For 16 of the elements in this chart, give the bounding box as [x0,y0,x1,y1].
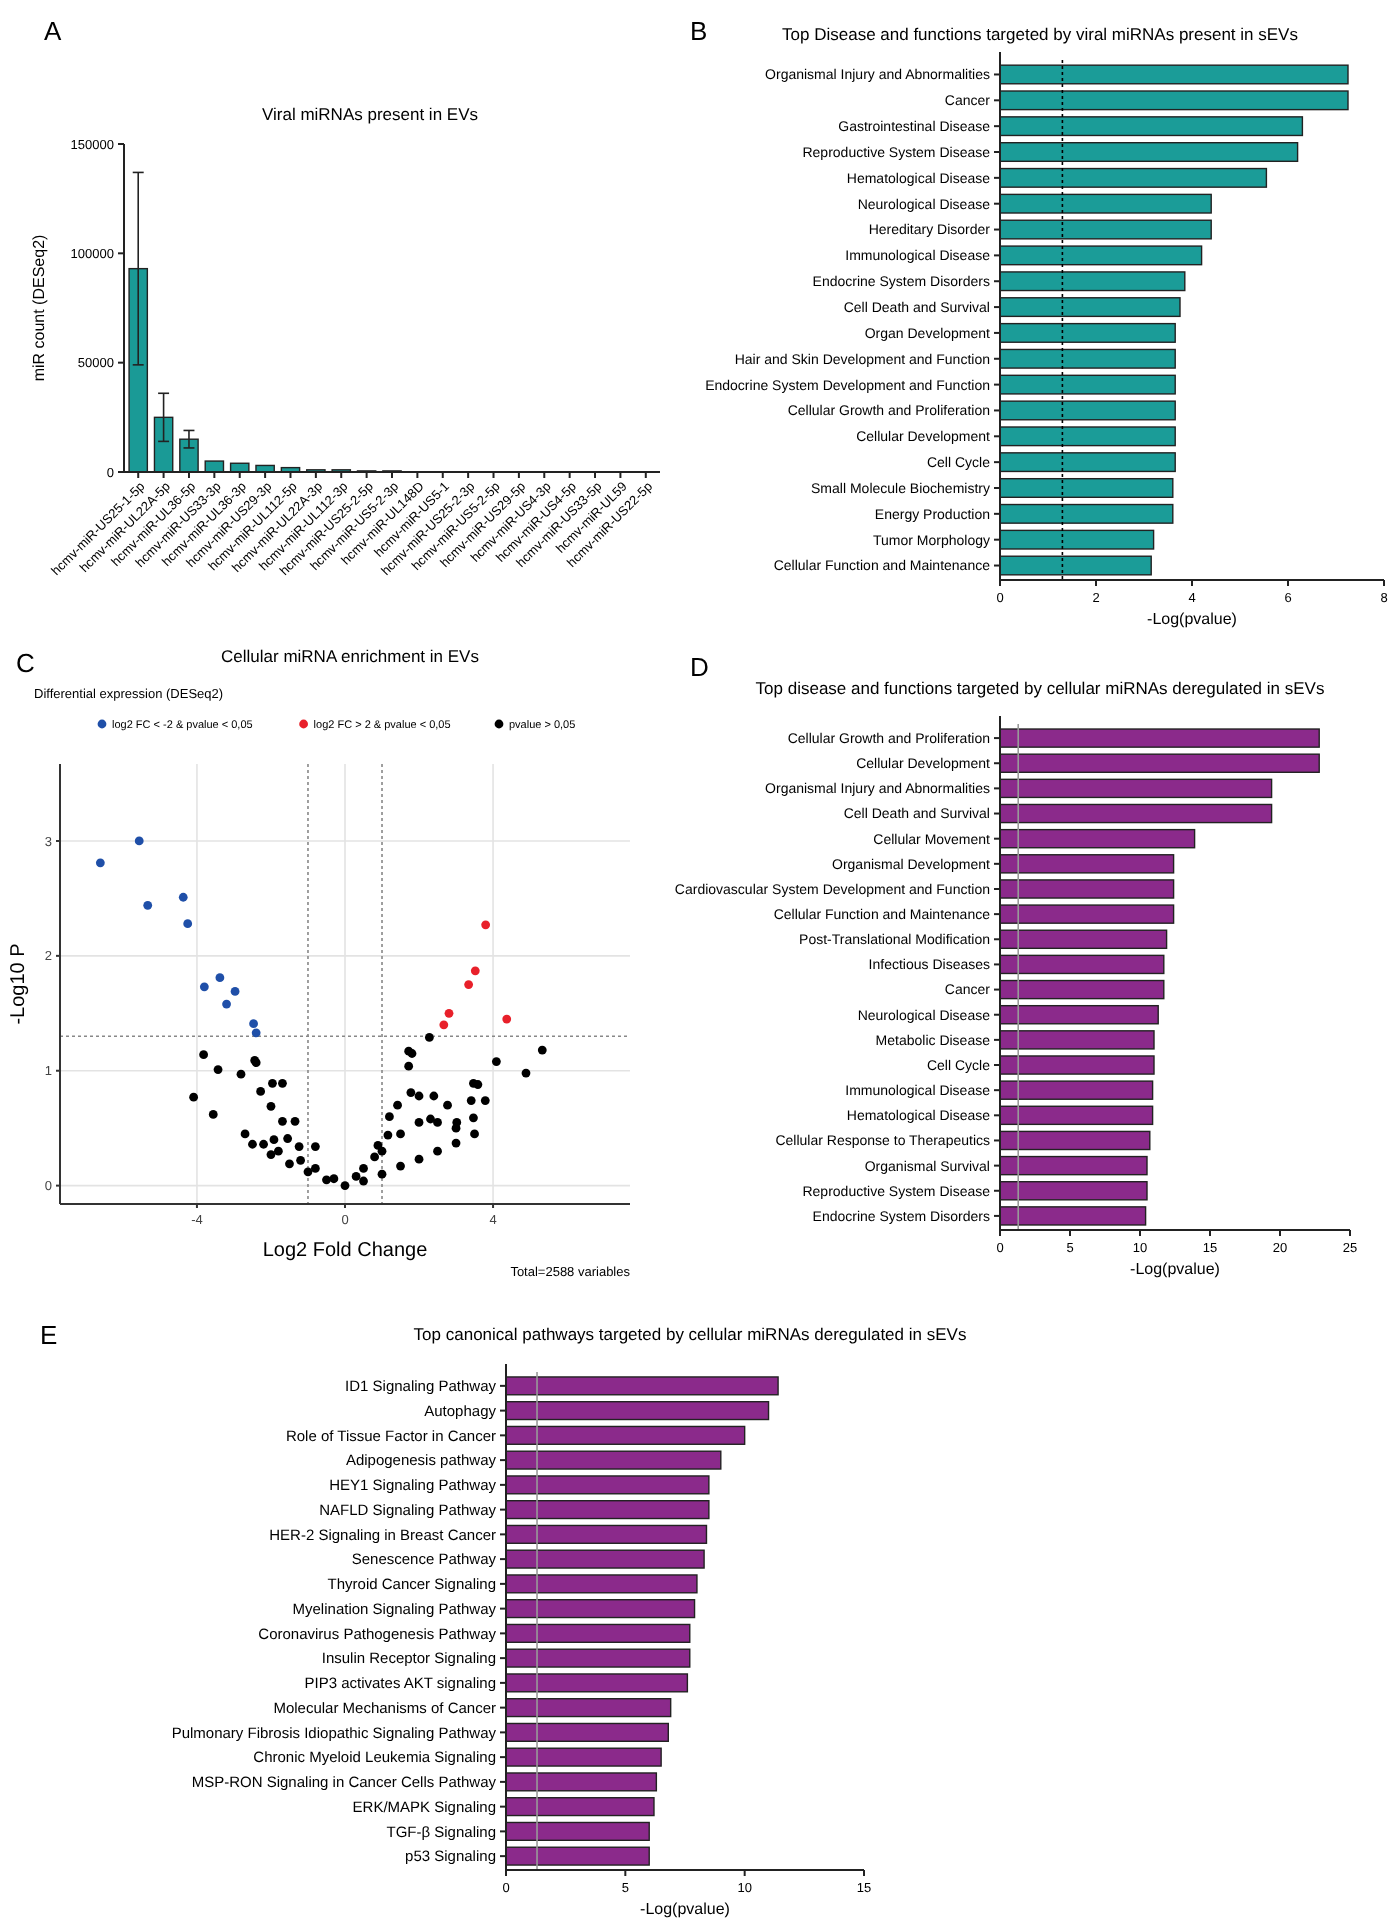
chart-title: Top canonical pathways targeted by cellular miRNAs deregulated in sEVs [413,1324,967,1344]
chart-title: Cellular miRNA enrichment in EVs [221,646,479,666]
text: C [16,648,35,678]
text: B [690,16,708,46]
x-axis-title: -Log(pvalue) [1130,1260,1221,1278]
chart-title: Top Disease and functions targeted by viral miRNAs present in sEVs [782,24,1298,44]
y-axis-title: miR count (DESeq2) [30,233,48,382]
text: E [40,1320,58,1350]
chart-title: Viral miRNAs present in EVs [261,104,479,124]
text: D [690,652,709,682]
y-axis-title: -Log10 P [8,942,30,1025]
x-axis-title: -Log(pvalue) [1147,610,1238,628]
x-axis-title: -Log(pvalue) [640,1900,731,1918]
chart-title: Top disease and functions targeted by cellular miRNAs deregulated in sEVs [755,678,1325,698]
text: A [44,16,62,46]
x-axis-title: Log2 Fold Change [262,1240,429,1262]
